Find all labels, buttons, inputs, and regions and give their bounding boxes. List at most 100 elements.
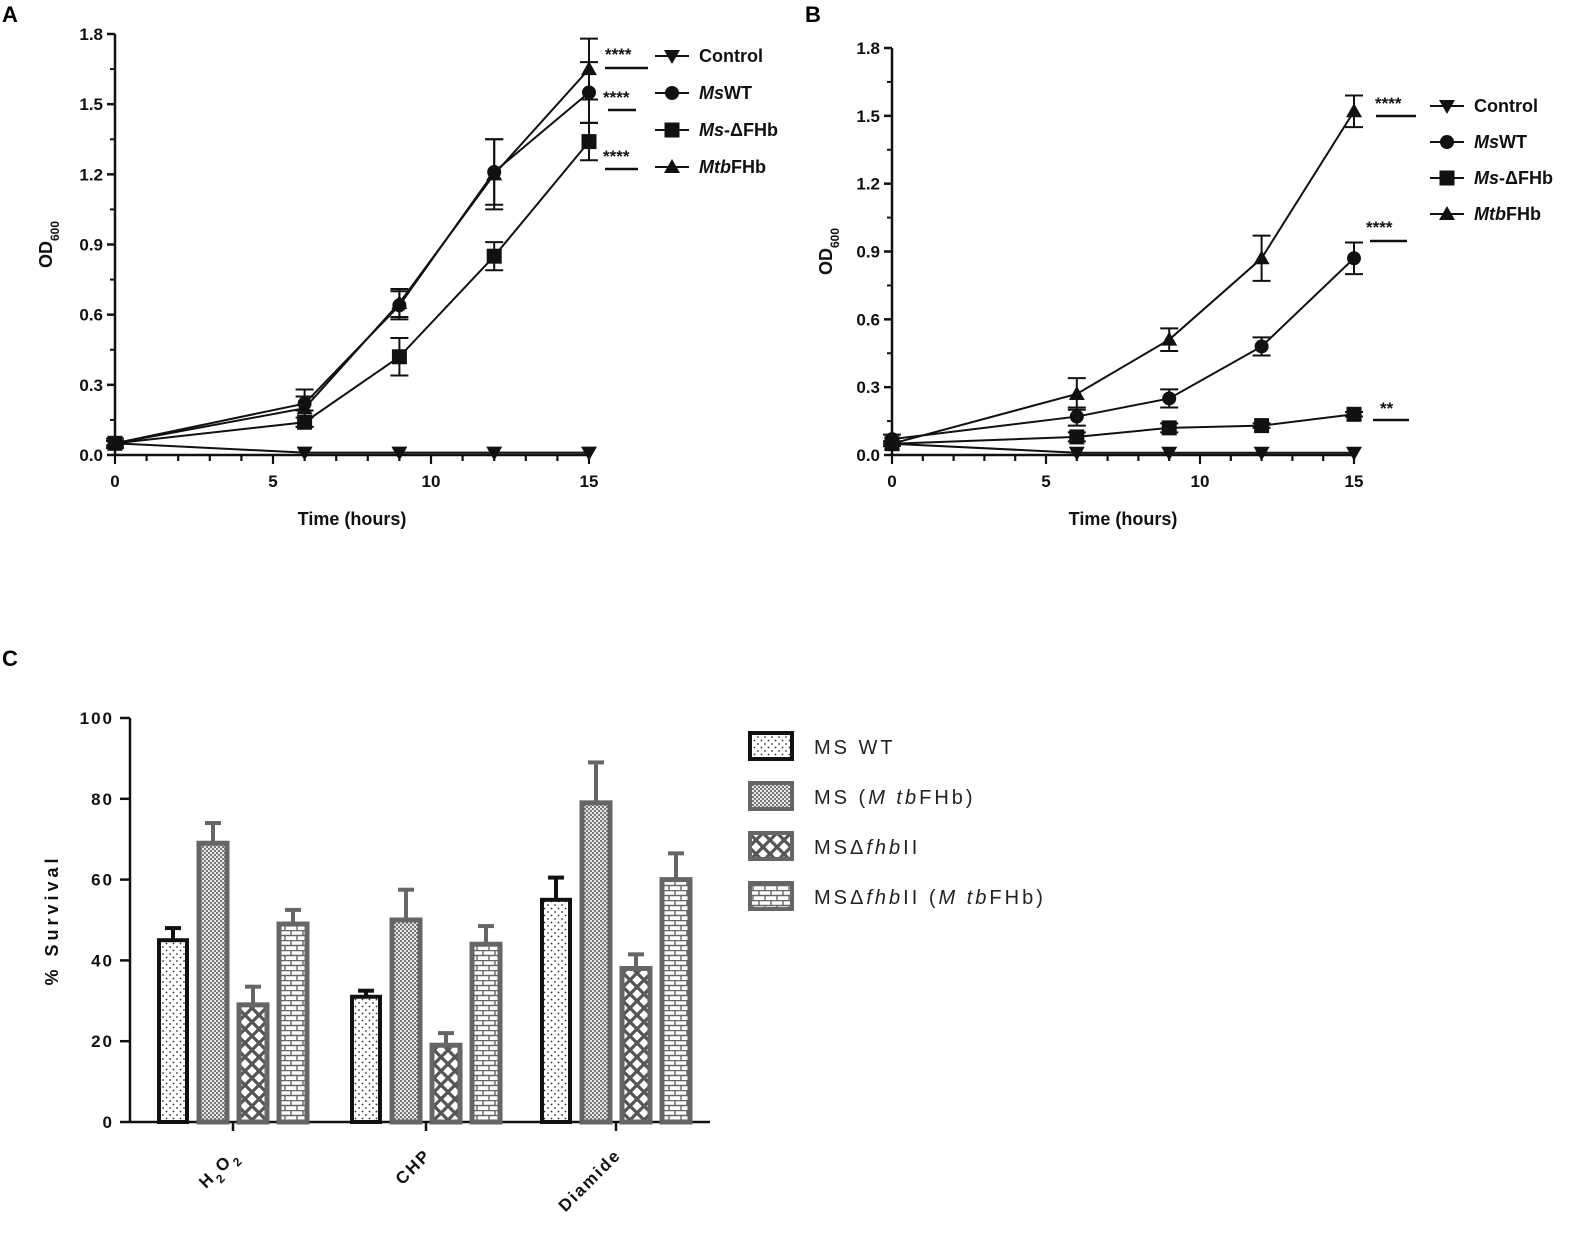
- y-tick-label: 20: [91, 1032, 114, 1051]
- legend-label-part: MS (: [814, 787, 868, 809]
- bar-cross: [429, 1042, 463, 1125]
- significance-mark: ****: [1366, 218, 1393, 237]
- panel-label-c: C: [2, 646, 18, 671]
- legend-label-Ms-ΔFHb: Ms-ΔFHb: [699, 120, 778, 140]
- data-point-circle: [1162, 391, 1177, 406]
- legend-marker-triangle-up: [1439, 206, 1455, 220]
- y-tick-label: 1.2: [856, 175, 880, 194]
- data-point-square: [1254, 418, 1270, 434]
- data-point-square: [1161, 420, 1177, 436]
- legend-label-part: fhb: [866, 887, 903, 909]
- legend-marker-circle: [1440, 135, 1454, 149]
- series-line-MtbFHb: [891, 110, 1355, 445]
- legend-label-rest: FHb: [1506, 204, 1541, 224]
- chart-b: 0.0 0.3 0.6 0.9 1.2 1.5 1.8 0 5 10 15 Time (hours) O…: [816, 39, 1553, 529]
- series-line-MsWT: [891, 257, 1355, 441]
- chart-a: 0.0 0.3 0.6 0.9 1.2 1.5 1.8 0 5 10 15 Time (hours) O…: [36, 25, 778, 529]
- legend-swatch-dots: [748, 731, 794, 761]
- x-axis-label: Time (hours): [298, 509, 407, 529]
- significance-mark: ****: [605, 45, 632, 64]
- x-tick-label: CHP: [392, 1145, 435, 1188]
- legend-swatch-cross: [748, 831, 794, 861]
- data-point-square: [391, 349, 407, 365]
- data-point-circle: [1069, 409, 1084, 424]
- y-tick-label: 0.3: [79, 376, 103, 395]
- panel-label-a: A: [2, 2, 18, 27]
- data-point-triangle-up: [107, 435, 123, 450]
- y-axis-label: OD600: [36, 221, 62, 268]
- data-point-triangle-down: [1161, 446, 1178, 461]
- significance-mark: ****: [603, 147, 630, 166]
- legend-swatch-brick: [748, 881, 794, 911]
- legend-label-MtbFHb: MtbFHb: [699, 157, 766, 177]
- x-tick-label: 0: [110, 472, 119, 491]
- legend-label-Ms-ΔFHb: Ms-ΔFHb: [1474, 168, 1553, 188]
- series-line-MtbFHb: [114, 68, 590, 445]
- legend-label-rest: -ΔFHb: [1499, 168, 1553, 188]
- legend-marker-square: [1439, 170, 1455, 186]
- legend-label-part: M tb: [939, 887, 990, 909]
- bar-cross: [236, 1002, 270, 1125]
- x-axis-label: Time (hours): [1069, 509, 1178, 529]
- legend-label-part: II (: [903, 887, 938, 909]
- y-axis-label: OD600: [816, 228, 842, 275]
- data-point-triangle-down: [1346, 446, 1362, 461]
- data-point-triangle-up: [884, 435, 900, 450]
- chart-c: 0 20 40 60 80 100 % Survival H2O2 CHP Diamide MS W…: [42, 709, 1043, 1215]
- legend-label-italic: Mtb: [1474, 204, 1506, 224]
- bar-dense: [389, 917, 423, 1125]
- y-tick-label: 0.0: [856, 446, 880, 465]
- bar-dense: [579, 800, 613, 1125]
- series-line-Control: [891, 442, 1354, 454]
- x-tick-label-part: H: [195, 1168, 219, 1192]
- legend-label-part: MS WT: [814, 737, 896, 759]
- data-point-square: [486, 248, 502, 264]
- y-tick-label: 80: [91, 790, 114, 809]
- y-tick-label: 0.6: [79, 306, 103, 325]
- data-point-triangle-up: [1068, 385, 1085, 400]
- y-tick-label: 0: [103, 1113, 114, 1132]
- x-tick-label: 10: [1191, 472, 1210, 491]
- legend-label-MSΔfhbII: MSΔfhbII: [814, 837, 920, 859]
- bar-brick: [659, 877, 693, 1125]
- y-axis-label-subscript: 600: [48, 221, 62, 241]
- legend-label-rest: WT: [1499, 132, 1527, 152]
- y-tick-label: 100: [80, 709, 114, 728]
- y-axis-label: % Survival: [42, 854, 62, 985]
- data-point-triangle-down: [296, 446, 313, 461]
- data-point-triangle-up: [486, 166, 503, 181]
- y-tick-label: 1.8: [856, 39, 880, 58]
- x-tick-label: H2O2: [195, 1145, 246, 1196]
- legend-label-MsWT: MsWT: [1474, 132, 1527, 152]
- data-point-triangle-up: [581, 61, 597, 76]
- legend-label-rest: -ΔFHb: [724, 120, 778, 140]
- y-axis-label-subscript: 600: [828, 228, 842, 248]
- legend-label-MS (MtbFHb): MS (M tbFHb): [814, 787, 976, 809]
- data-point-triangle-up: [296, 400, 313, 415]
- y-tick-label: 0.0: [79, 446, 103, 465]
- legend-label-italic: Mtb: [699, 157, 731, 177]
- data-point-triangle-down: [1068, 446, 1085, 461]
- significance-mark: ****: [1375, 94, 1402, 113]
- legend-label-Control: Control: [699, 46, 763, 66]
- y-tick-label: 60: [91, 871, 114, 890]
- y-tick-label: 0.6: [856, 310, 880, 329]
- y-tick-label: 1.8: [79, 25, 103, 44]
- series-line-Ms-ΔFHb: [891, 413, 1355, 445]
- legend-label-part: II: [903, 837, 920, 859]
- legend-marker-circle: [665, 86, 679, 100]
- legend-label-MtbFHb: MtbFHb: [1474, 204, 1541, 224]
- y-tick-label: 1.5: [79, 95, 103, 114]
- x-tick-label: 0: [887, 472, 896, 491]
- series-line-Ms-ΔFHb: [114, 140, 590, 445]
- data-point-circle: [1347, 251, 1361, 266]
- data-point-triangle-down: [1253, 446, 1270, 461]
- data-point-triangle-up: [1253, 250, 1270, 265]
- legend-swatch-dense: [748, 781, 794, 811]
- data-point-triangle-down: [391, 446, 408, 461]
- data-point-triangle-up: [1161, 331, 1178, 346]
- data-point-circle: [1254, 339, 1269, 354]
- data-point-triangle-down: [581, 446, 597, 461]
- data-point-square: [1346, 406, 1362, 422]
- x-tick-label: 15: [1345, 472, 1364, 491]
